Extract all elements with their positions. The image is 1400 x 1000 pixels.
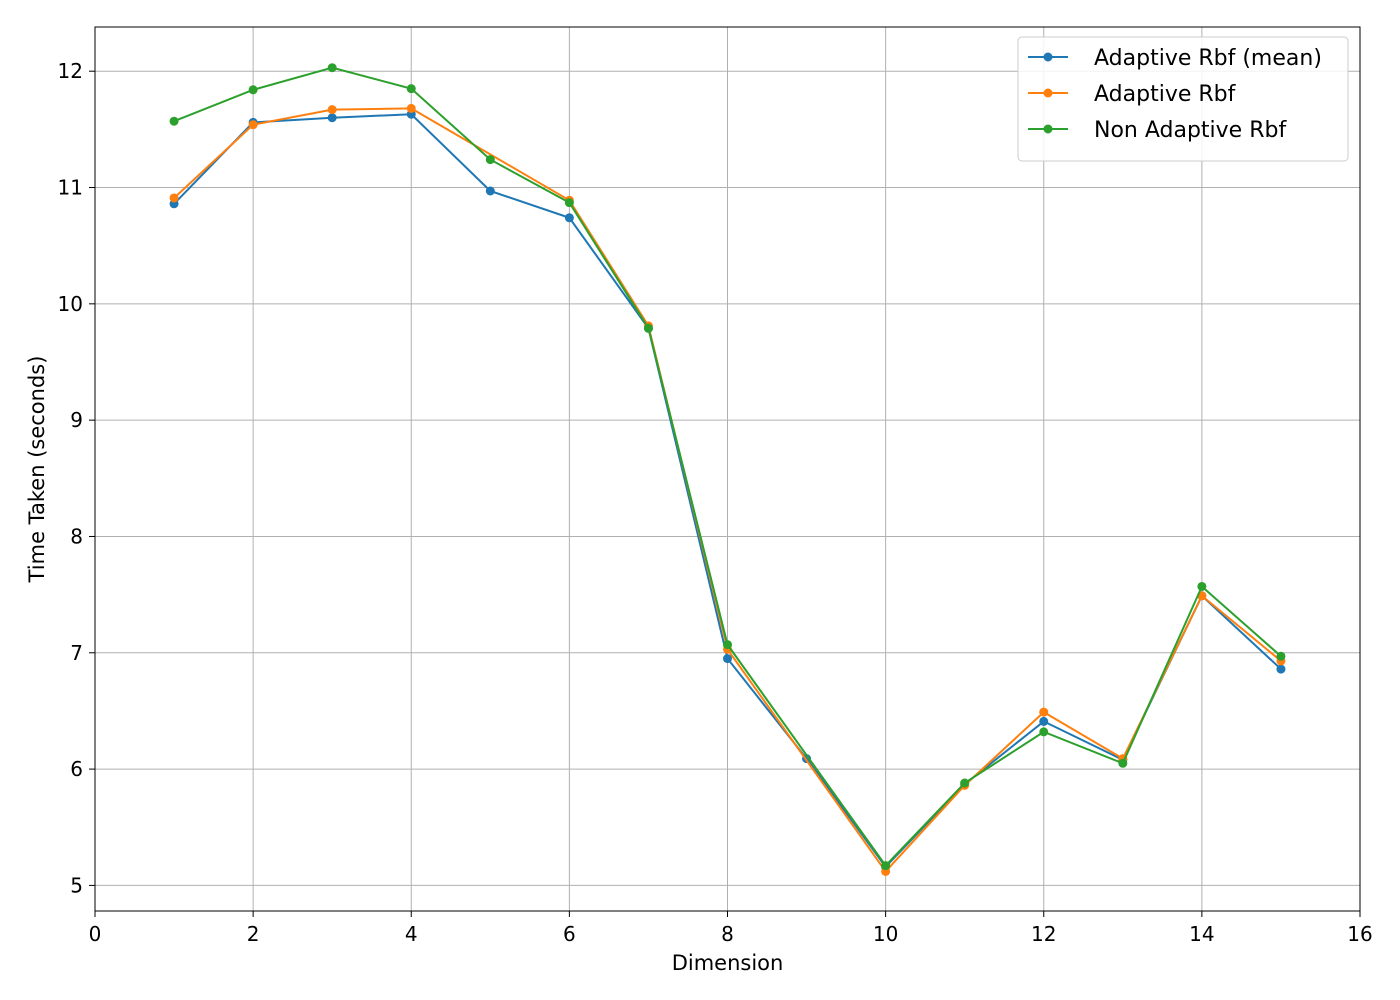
x-tick-label: 10: [873, 922, 898, 946]
data-point: [723, 640, 732, 650]
x-tick-label: 12: [1031, 922, 1056, 946]
data-point: [169, 116, 179, 126]
legend-label: Adaptive Rbf (mean): [1094, 46, 1322, 71]
legend: Adaptive Rbf (mean) Adaptive Rbf Non Adapt…: [1017, 36, 1349, 162]
legend-item: Non Adaptive Rbf: [1028, 118, 1287, 143]
data-point: [564, 198, 574, 208]
legend-item: Adaptive Rbf: [1028, 82, 1237, 107]
y-tick-label: 7: [70, 641, 83, 665]
data-point: [327, 113, 337, 123]
data-point: [406, 103, 416, 113]
y-axis-label: Time Taken (seconds): [25, 356, 49, 584]
data-point: [1276, 651, 1286, 661]
gridlines: [94, 27, 1361, 911]
y-tick-label: 11: [58, 176, 83, 200]
data-point: [248, 120, 258, 130]
x-tick-label: 0: [89, 922, 102, 946]
data-point: [881, 861, 891, 871]
data-point: [1197, 581, 1207, 591]
y-tick-label: 6: [70, 757, 83, 781]
data-point: [485, 186, 495, 196]
data-point: [169, 193, 179, 203]
x-tick-label: 14: [1189, 922, 1214, 946]
data-point: [1039, 707, 1049, 717]
x-tick-label: 2: [247, 922, 260, 946]
data-point: [406, 84, 416, 94]
legend-marker: [1043, 124, 1053, 134]
data-point: [960, 778, 970, 788]
data-point: [1118, 758, 1128, 768]
y-tick-label: 12: [58, 59, 83, 83]
x-tick-label: 4: [405, 922, 418, 946]
data-point: [248, 85, 258, 95]
data-point: [485, 155, 495, 165]
legend-label: Non Adaptive Rbf: [1094, 118, 1287, 143]
y-tick-label: 10: [58, 292, 83, 316]
data-point: [327, 63, 337, 73]
x-tick-label: 16: [1347, 922, 1372, 946]
data-point: [564, 213, 574, 223]
y-tick-label: 9: [70, 408, 83, 432]
data-point: [1039, 716, 1049, 726]
legend-marker: [1043, 88, 1053, 98]
data-point: [643, 323, 653, 333]
x-tick-label: 8: [721, 922, 734, 946]
legend-label: Adaptive Rbf: [1094, 82, 1237, 107]
y-tick-label: 5: [70, 873, 83, 897]
axis-ticks: 0 2 4 6 8 10 12 14 16 5 6 7 8 9 10 11 12: [58, 59, 1373, 946]
legend-box: [1017, 36, 1349, 162]
series-line: [173, 66, 1282, 868]
data-point: [1039, 727, 1049, 737]
data-point: [1276, 664, 1286, 674]
y-tick-label: 8: [70, 524, 83, 548]
series-3: [169, 63, 1286, 871]
legend-item: Adaptive Rbf (mean): [1028, 46, 1322, 71]
series-lines: [169, 63, 1286, 876]
x-tick-label: 6: [563, 922, 576, 946]
legend-marker: [1043, 52, 1053, 62]
data-point: [723, 654, 732, 664]
x-axis-label: Dimension: [672, 951, 784, 975]
data-point: [327, 105, 337, 115]
